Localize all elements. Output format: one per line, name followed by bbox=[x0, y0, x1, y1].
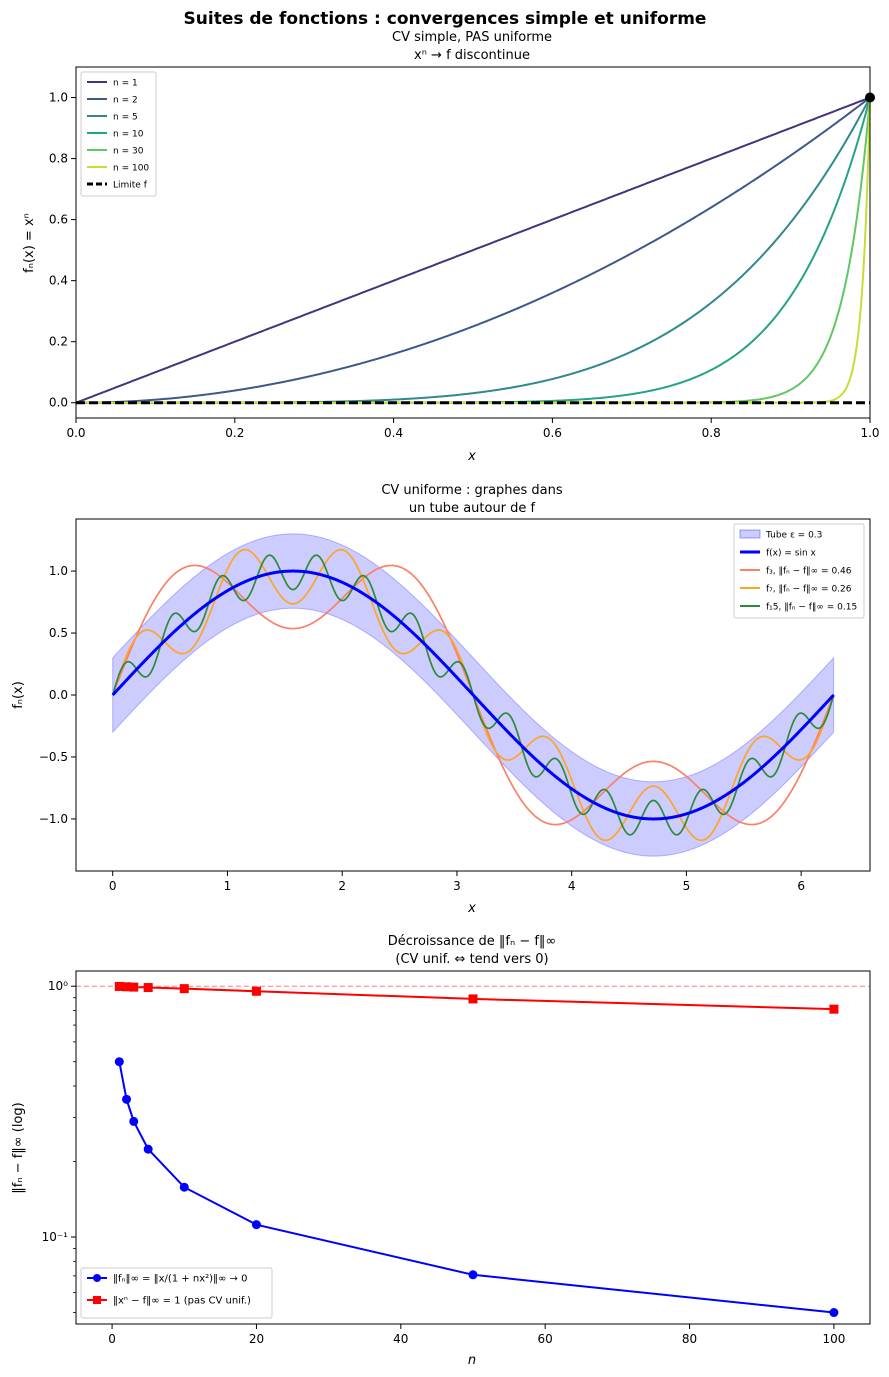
panel2-title-line2: un tube autour de f bbox=[409, 501, 536, 516]
panel2-legend-frame bbox=[733, 523, 865, 619]
panel1-ytick-label: 0.4 bbox=[49, 274, 68, 288]
panel1-series-line bbox=[75, 96, 871, 404]
panel3-xtick-label: 0 bbox=[108, 1332, 116, 1346]
panel2-xtick-label: 4 bbox=[568, 879, 576, 893]
panel3-ylabel: ‖fₙ − f‖∞ (log) bbox=[11, 1102, 26, 1193]
panel1-legend-label: n = 30 bbox=[113, 147, 144, 157]
panel2-ylabel: fₙ(x) bbox=[11, 681, 26, 709]
panel3-title-line1: Décroissance de ‖fₙ − f‖∞ bbox=[388, 934, 557, 949]
panel3-xtick-label: 80 bbox=[682, 1332, 697, 1346]
panel3-ytick-label: 10⁰ bbox=[48, 979, 68, 993]
panel3-point bbox=[129, 1116, 139, 1126]
panel3-legend-frame bbox=[80, 1267, 273, 1319]
panel3-point bbox=[251, 986, 261, 996]
panel2-title-line1: CV uniforme : graphes dans bbox=[381, 483, 563, 498]
panel3-frame bbox=[75, 970, 871, 1325]
panel1-title-line2: xⁿ → f discontinue bbox=[414, 48, 530, 63]
panel1-legend-label: n = 10 bbox=[113, 130, 144, 140]
panel1-legend-label: Limite f bbox=[113, 181, 148, 191]
panel1-xtick-label: 0.6 bbox=[543, 426, 562, 440]
panel1-ytick-label: 0.0 bbox=[49, 396, 68, 410]
panel1-legend-label: n = 1 bbox=[113, 79, 138, 89]
panel2-frame bbox=[75, 518, 871, 872]
panel1-series-line bbox=[76, 96, 871, 404]
panel3-legend-label: ‖xⁿ − f‖∞ = 1 (pas CV unif.) bbox=[113, 1296, 251, 1307]
panel2-legend-swatch bbox=[739, 529, 761, 539]
panel3-xtick-label: 100 bbox=[822, 1332, 845, 1346]
panel1-legend-label: n = 5 bbox=[113, 113, 138, 123]
panel2-legend-label: f₁5, ‖fₙ − f‖∞ = 0.15 bbox=[766, 603, 857, 613]
panel2-xlabel: x bbox=[467, 901, 476, 916]
panel3-point bbox=[829, 1004, 839, 1014]
panel1-ylabel: fₙ(x) = xⁿ bbox=[22, 213, 37, 273]
panel3-point bbox=[179, 1182, 189, 1192]
panel2-legend-label: f(x) = sin x bbox=[766, 549, 817, 559]
panel3-point bbox=[143, 1144, 153, 1154]
panel3-point bbox=[468, 994, 478, 1004]
panel1-xtick-label: 1.0 bbox=[860, 426, 879, 440]
panel2-sine-line bbox=[111, 569, 835, 821]
panel2-ytick-label: 0.0 bbox=[49, 688, 68, 702]
panel3-point bbox=[122, 982, 132, 992]
panel3-xlabel: n bbox=[468, 1353, 476, 1368]
panel1-xtick-label: 0.0 bbox=[66, 426, 85, 440]
panel3-point bbox=[114, 1057, 124, 1067]
panel3-point bbox=[829, 1308, 839, 1318]
panel3-point bbox=[129, 982, 139, 992]
panel3-point bbox=[114, 981, 124, 991]
panel1-ytick-label: 1.0 bbox=[49, 91, 68, 105]
panel3-xtick-label: 20 bbox=[249, 1332, 264, 1346]
panel3-xtick-label: 40 bbox=[393, 1332, 408, 1346]
panel1-ytick-label: 0.8 bbox=[49, 152, 68, 166]
figure-title: Suites de fonctions : convergences simpl… bbox=[184, 9, 707, 29]
panel1-xtick-label: 0.4 bbox=[384, 426, 403, 440]
panel2-xtick-label: 3 bbox=[453, 879, 461, 893]
panel-sine-tube: CV uniforme : graphes dans un tube autou… bbox=[11, 483, 871, 916]
panel3-legend-label: ‖fₙ‖∞ = ‖x/(1 + nx²)‖∞ → 0 bbox=[113, 1274, 247, 1285]
panel1-ytick-label: 0.6 bbox=[49, 213, 68, 227]
panel1-xtick-label: 0.2 bbox=[225, 426, 244, 440]
panel3-point bbox=[179, 984, 189, 994]
panel2-ytick-label: −0.5 bbox=[39, 750, 68, 764]
panel2-legend-label: f₃, ‖fₙ − f‖∞ = 0.46 bbox=[766, 567, 852, 577]
panel-sup-norm-decay: Décroissance de ‖fₙ − f‖∞ (CV unif. ⇔ te… bbox=[11, 934, 871, 1368]
panel2-xtick-label: 1 bbox=[224, 879, 232, 893]
panel1-title-line1: CV simple, PAS uniforme bbox=[392, 30, 552, 45]
panel3-point bbox=[468, 1270, 478, 1280]
panel2-xtick-label: 5 bbox=[683, 879, 691, 893]
panel1-ytick-label: 0.2 bbox=[49, 335, 68, 349]
panel3-legend-marker bbox=[93, 1274, 101, 1282]
panel2-xtick-label: 2 bbox=[338, 879, 346, 893]
panel1-legend-label: n = 100 bbox=[113, 164, 149, 174]
panel1-frame bbox=[75, 66, 871, 419]
panel1-legend-frame bbox=[80, 71, 157, 197]
panel-xn: CV simple, PAS uniforme xⁿ → f discontin… bbox=[22, 30, 880, 464]
panel1-xtick-label: 0.8 bbox=[702, 426, 721, 440]
panel1-legend-label: n = 2 bbox=[113, 96, 138, 106]
panel2-xtick-label: 6 bbox=[797, 879, 805, 893]
panel2-ytick-label: 1.0 bbox=[49, 564, 68, 578]
panel3-point bbox=[251, 1220, 261, 1230]
panel2-ytick-label: 0.5 bbox=[49, 626, 68, 640]
panel3-ytick-label: 10⁻¹ bbox=[42, 1230, 69, 1244]
panel3-xtick-label: 60 bbox=[538, 1332, 553, 1346]
panel2-legend-label: f₇, ‖fₙ − f‖∞ = 0.26 bbox=[766, 585, 852, 595]
panel3-point bbox=[143, 983, 153, 993]
panel2-legend-label: Tube ε = 0.3 bbox=[765, 531, 822, 541]
panel3-legend-marker bbox=[93, 1296, 101, 1304]
panel2-xtick-label: 0 bbox=[109, 879, 117, 893]
panel2-ytick-label: −1.0 bbox=[39, 812, 68, 826]
panel3-title-line2: (CV unif. ⇔ tend vers 0) bbox=[395, 952, 548, 967]
panel1-xlabel: x bbox=[467, 449, 476, 464]
panel3-point bbox=[122, 1094, 132, 1104]
